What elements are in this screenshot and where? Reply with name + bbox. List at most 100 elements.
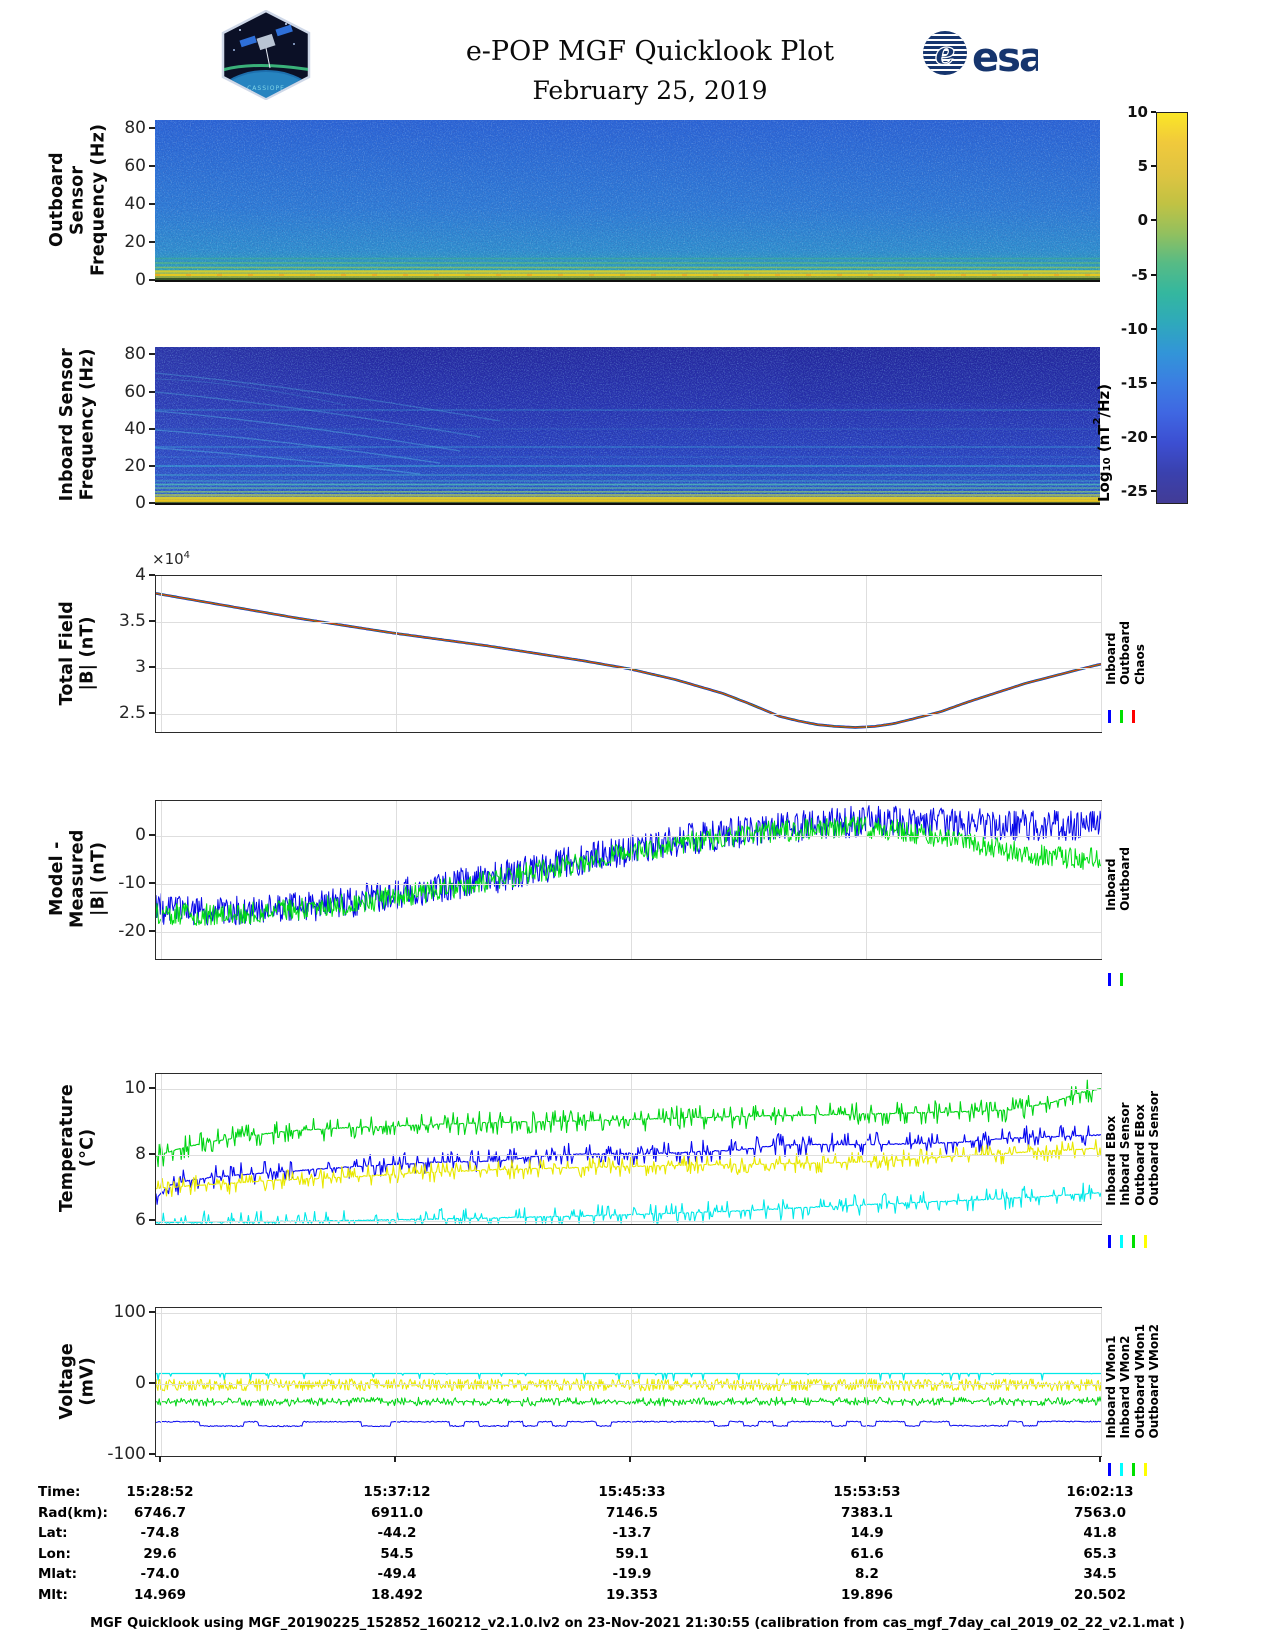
y-tick-mark (149, 1218, 155, 1221)
y-tick-mark (149, 665, 155, 668)
ephemeris-value: 15:53:53 (833, 1484, 901, 1500)
legend-label: Inboard (1104, 858, 1118, 911)
y-tick-mark (149, 1453, 155, 1456)
esa-wordmark: esa (972, 35, 1038, 81)
horizontal-gridline (156, 1088, 1101, 1090)
vertical-gridline (161, 801, 162, 959)
ephemeris-value: 41.8 (1083, 1525, 1117, 1542)
ephemeris-value: 16:02:13 (1066, 1484, 1134, 1500)
colorbar-tick-label: -15 (1120, 373, 1148, 392)
colorbar-tick-label: 5 (1137, 157, 1148, 176)
ephemeris-value: 34.5 (1083, 1566, 1117, 1583)
colorbar-tick-label: 10 (1127, 103, 1148, 121)
legend-swatch (1108, 973, 1111, 986)
y-tick-mark (149, 279, 155, 281)
ephemeris-value: -74.8 (140, 1525, 180, 1542)
total_field-series-plot (156, 592, 1101, 729)
vertical-gridline (396, 1308, 397, 1456)
y-tick-label: 8 (135, 1143, 146, 1164)
y-tick-label: 0 (135, 493, 146, 513)
ephemeris-value: 8.2 (855, 1566, 879, 1583)
series-inboard-vmon2 (156, 1372, 1101, 1382)
y-tick-label: 80 (124, 344, 146, 365)
y-tick-label: 100 (113, 1302, 146, 1322)
ephemeris-value: 19.353 (605, 1587, 659, 1603)
vertical-gridline (396, 576, 397, 732)
legend-label: Inboard Sensor (1118, 1102, 1133, 1206)
legend-swatches (1108, 1235, 1147, 1248)
colorbar-tick-mark (1151, 111, 1156, 113)
colorbar-tick-label: -20 (1120, 428, 1148, 446)
ephemeris-value: 6911.0 (370, 1504, 424, 1521)
x-tick-mark (394, 1456, 396, 1462)
ephemeris-value: 18.492 (370, 1587, 424, 1603)
ephemeris-value: 65.3 (1083, 1545, 1117, 1562)
y-tick-label: 0 (135, 270, 146, 290)
horizontal-gridline (156, 667, 1101, 669)
legend-swatch (1108, 710, 1111, 723)
series-inboard-ebox (156, 1124, 1101, 1205)
ephemeris-value: -44.2 (377, 1525, 417, 1542)
legend-swatch (1108, 1463, 1111, 1476)
series-inboard-vmon1 (156, 1420, 1101, 1428)
legend-swatch (1132, 1463, 1135, 1476)
y-tick-mark (149, 882, 155, 885)
page-date: February 25, 2019 (532, 76, 768, 105)
vertical-gridline (1101, 576, 1102, 732)
legend-label: Outboard (1118, 621, 1133, 685)
legend: Inboard Outboard Chaos (1104, 575, 1147, 731)
legend-swatch (1144, 1463, 1147, 1476)
legend-swatches (1108, 973, 1123, 986)
ephemeris-value: 6746.7 (133, 1504, 187, 1521)
ephemeris-value: 15:28:52 (126, 1484, 194, 1500)
ephemeris-value: -19.9 (612, 1566, 652, 1583)
ephemeris-value: 20.502 (1073, 1587, 1127, 1603)
legend-label: Inboard VMon2 (1118, 1335, 1133, 1439)
legend-swatches (1108, 1463, 1147, 1476)
series-inboard (156, 592, 1101, 729)
y-tick-label: -100 (107, 1444, 146, 1465)
model-minus-measured-panel (155, 800, 1102, 960)
legend-swatch (1120, 710, 1123, 723)
y-axis-label: Total Field |B| (nT) (52, 575, 104, 731)
y-axis-label-line: Temperature (57, 1083, 78, 1213)
colorbar-tick-mark (1151, 219, 1156, 222)
vertical-gridline (866, 576, 867, 732)
ephemeris-value: 19.896 (840, 1587, 894, 1603)
vertical-gridline (631, 1074, 632, 1224)
y-axis-label: Voltage (mV) (52, 1307, 104, 1455)
colorbar-tick-label: -5 (1131, 265, 1148, 284)
y-tick-mark (149, 353, 155, 356)
ephemeris-value: 29.6 (143, 1545, 177, 1562)
series-inboard (156, 805, 1101, 926)
y-tick-label: 40 (124, 418, 146, 439)
y-axis-label-text: Voltage (mV) (57, 1343, 98, 1420)
exponent-sup: 4 (183, 550, 191, 561)
series-outboard-vmon1 (156, 1396, 1101, 1407)
patch-aurora (224, 64, 308, 74)
series-outboard-sensor (156, 1139, 1101, 1198)
legend-labels: Inboard Outboard (1104, 847, 1133, 911)
legend-labels: Inboard EBox Inboard Sensor Outboard EBox O… (1104, 1091, 1162, 1206)
legend-label: Inboard EBox (1104, 1115, 1118, 1206)
horizontal-gridline (156, 1384, 1101, 1386)
y-tick-label: 4 (135, 565, 146, 585)
voltage-panel (155, 1307, 1102, 1457)
y-axis-label-text: Model - Measured |B| (nT) (47, 800, 109, 958)
y-tick-mark (149, 711, 155, 714)
legend-swatch (1120, 973, 1123, 986)
y-tick-label: 6 (135, 1209, 146, 1230)
y-axis-label-text: Temperature (°C) (57, 1084, 98, 1212)
outboard-spectrogram-image (155, 120, 1100, 280)
y-tick-label: 0 (135, 1373, 146, 1394)
legend-label: Outboard VMon1 (1132, 1323, 1147, 1439)
horizontal-gridline (156, 884, 1101, 886)
y-tick-label: 80 (124, 117, 146, 138)
y-axis-label: Temperature (°C) (52, 1073, 104, 1223)
ephemeris-value: 59.1 (615, 1545, 649, 1562)
series-chaos (156, 592, 1101, 728)
legend-label: Outboard VMon2 (1147, 1323, 1162, 1439)
colorbar-tick-mark (1151, 436, 1156, 438)
ephemeris-value: 15:37:12 (363, 1484, 431, 1500)
y-axis-label: Outboard Sensor Frequency (Hz) (47, 120, 108, 280)
